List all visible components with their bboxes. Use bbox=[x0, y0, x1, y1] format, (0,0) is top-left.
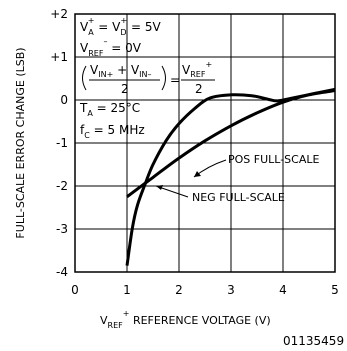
neg-full-scale-label: NEG FULL-SCALE bbox=[192, 191, 285, 204]
grid-lines bbox=[75, 14, 335, 272]
y-tick-label: 0 bbox=[60, 93, 68, 107]
svg-text:VREF+: VREF+ bbox=[182, 60, 212, 79]
svg-text:2: 2 bbox=[121, 82, 129, 96]
pos-full-scale-label: POS FULL-SCALE bbox=[228, 153, 319, 166]
condition-temperature: TA = 25°C bbox=[79, 101, 140, 118]
svg-text:=: = bbox=[170, 73, 180, 87]
x-tick-label: 4 bbox=[279, 283, 287, 297]
y-tick-labels: -4 -3 -2 -1 0 +1 +2 bbox=[50, 7, 68, 279]
series-lines bbox=[125, 87, 336, 266]
neg-full-scale-line bbox=[125, 87, 336, 266]
x-tick-label: 1 bbox=[123, 283, 131, 297]
x-axis-label: VREF+ REFERENCE VOLTAGE (V) bbox=[100, 309, 271, 330]
condition-vref-minus: VREF– = 0V bbox=[80, 37, 142, 58]
conditions-block: VA+ = VD+ = 5V VREF– = 0V VIN+ + VIN– 2 … bbox=[79, 16, 215, 140]
y-tick-label: -4 bbox=[56, 265, 68, 279]
x-tick-label: 5 bbox=[331, 283, 339, 297]
x-tick-label: 3 bbox=[227, 283, 235, 297]
x-tick-label: 0 bbox=[71, 283, 79, 297]
figure-id: 01135459 bbox=[283, 334, 344, 348]
y-tick-label: +1 bbox=[50, 50, 68, 64]
plot-frame bbox=[74, 13, 336, 273]
svg-text:2: 2 bbox=[195, 82, 203, 96]
neg-full-scale-arrow bbox=[156, 185, 163, 190]
y-tick-label: -3 bbox=[56, 222, 68, 236]
y-tick-label: -2 bbox=[56, 179, 68, 193]
condition-vin-common-mode: VIN+ + VIN– 2 = VREF+ 2 bbox=[82, 60, 215, 96]
y-tick-label: +2 bbox=[50, 7, 68, 21]
condition-clock: fC = 5 MHz bbox=[80, 123, 145, 140]
y-axis-label: FULL-SCALE ERROR CHANGE (LSB) bbox=[14, 47, 27, 238]
x-tick-label: 2 bbox=[175, 283, 183, 297]
y-tick-label: -1 bbox=[56, 136, 68, 150]
pos-full-scale-arrow bbox=[194, 171, 201, 177]
x-tick-labels: 0 1 2 3 4 5 bbox=[71, 283, 339, 297]
svg-text:VIN+ + VIN–: VIN+ + VIN– bbox=[90, 63, 152, 79]
condition-supply: VA+ = VD+ = 5V bbox=[80, 16, 162, 37]
